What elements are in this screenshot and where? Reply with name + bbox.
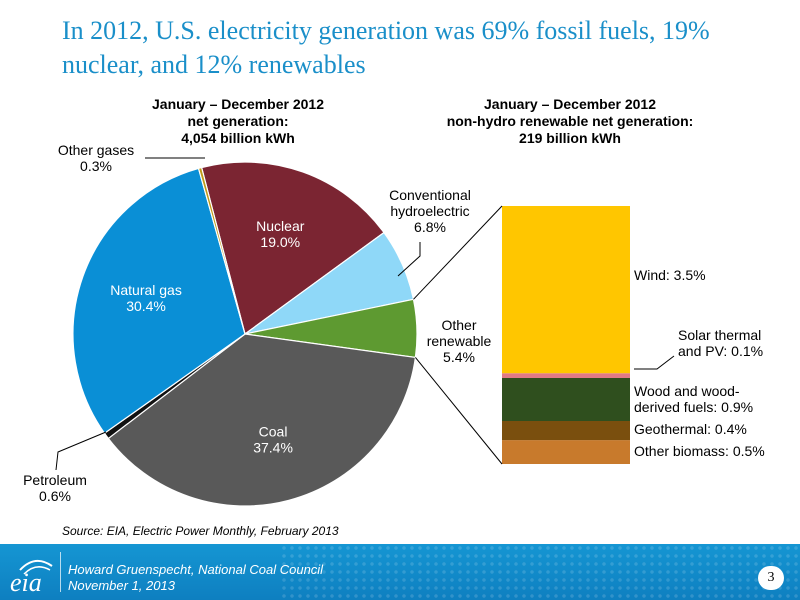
pie-slice-nuclear <box>200 161 385 336</box>
pie-label-other-gases: Other gases 0.3% <box>58 142 134 174</box>
pie-slice-coal <box>107 333 417 507</box>
footer-pattern <box>280 544 800 600</box>
footer-date: November 1, 2013 <box>68 578 175 593</box>
bar-segment-geothermal <box>502 421 630 441</box>
pie-leader-conventional-hydroelectric <box>397 242 421 277</box>
eia-logo-text: eia <box>10 568 42 597</box>
bar-leader-solar-thermal-and-pv <box>634 355 675 370</box>
bar-subtitle-line: January – December 2012 <box>484 96 656 112</box>
bar-subtitle-line: non-hydro renewable net generation: <box>446 113 694 129</box>
pie-label-natural-gas: Natural gas 30.4% <box>110 282 182 314</box>
bar-subtitle: January – December 2012 non-hydro renewa… <box>410 96 730 147</box>
bar-label-geothermal: Geothermal: 0.4% <box>634 421 747 437</box>
pie-label-conventional-hydroelectric: Conventional hydroelectric 6.8% <box>389 187 471 235</box>
pie-leader-petroleum <box>55 431 107 471</box>
bar-label-wind: Wind: 3.5% <box>634 267 706 283</box>
bar-segment-wind <box>502 206 630 374</box>
footer-bar: eia Howard Gruenspecht, National Coal Co… <box>0 544 800 600</box>
pie-label-nuclear: Nuclear 19.0% <box>256 218 305 250</box>
slide-title: In 2012, U.S. electricity generation was… <box>62 16 710 79</box>
electricity-chart: Nuclear 19.0% Coal 37.4% Natural gas 30.4% Con… <box>23 142 765 507</box>
bar-subtitle-line: 219 billion kWh <box>519 130 621 146</box>
pie-subtitle-line: 4,054 billion kWh <box>181 130 295 146</box>
bar-segment-wood-and-wood-derived-fuels <box>502 378 630 421</box>
pie-label-other-renewable: Other renewable 5.4% <box>427 317 492 365</box>
pie-subtitle-line: net generation: <box>187 113 289 129</box>
bar-segment-solar-thermal-and-pv <box>502 373 630 378</box>
bar-label-solar-thermal-and-pv: Solar thermal and PV: 0.1% <box>678 327 763 359</box>
pie-subtitle: January – December 2012 net generation: … <box>140 96 336 147</box>
footer-divider <box>60 552 61 592</box>
pie-slice-natural-gas <box>72 167 246 435</box>
bar-label-other-biomass: Other biomass: 0.5% <box>634 443 765 459</box>
pie-subtitle-line: January – December 2012 <box>152 96 324 112</box>
bar-segment-other-biomass <box>502 440 630 464</box>
pie-label-petroleum: Petroleum 0.6% <box>23 472 87 504</box>
pie-slice-other-gases <box>197 166 246 335</box>
bar-label-wood-and-wood-derived-fuels: Wood and wood-derived fuels: 0.9% <box>634 383 753 415</box>
connector-bottom-line <box>415 357 503 465</box>
page-number: 3 <box>758 566 784 590</box>
source-note: Source: EIA, Electric Power Monthly, Feb… <box>62 524 339 538</box>
connector-top-line <box>413 205 503 300</box>
footer-presenter: Howard Gruenspecht, National Coal Counci… <box>68 562 324 577</box>
eia-logo-icon <box>19 559 53 575</box>
pie-label-coal: Coal 37.4% <box>253 423 293 455</box>
